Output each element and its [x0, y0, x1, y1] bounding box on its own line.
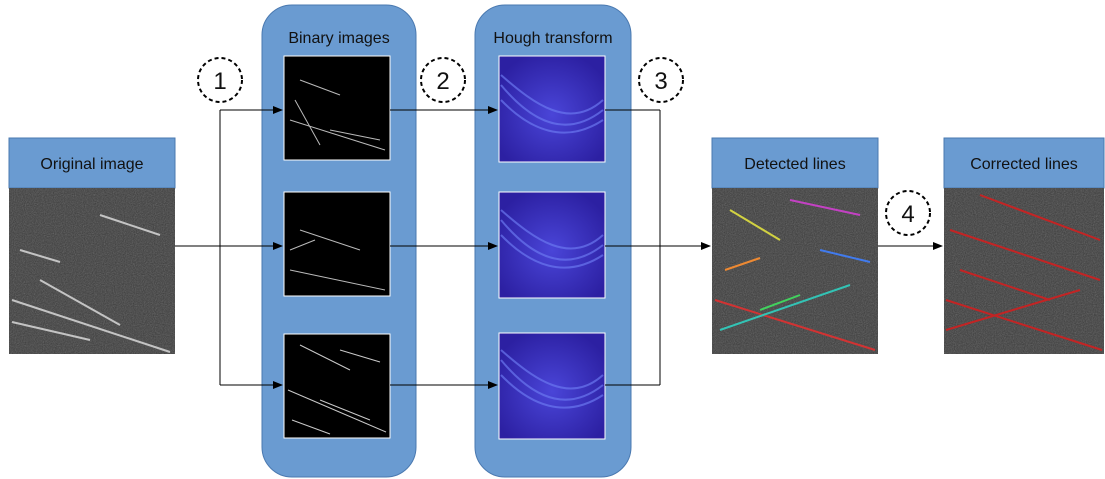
svg-text:1: 1 [213, 68, 226, 95]
hough-image-2 [498, 191, 606, 299]
original-image-block: Original image [8, 137, 176, 354]
step-2-marker: 2 [420, 57, 466, 103]
hough-image-3 [498, 332, 606, 440]
detected-lines-header [711, 137, 879, 189]
fanout-connectors [175, 106, 283, 389]
corrected-lines-header [943, 137, 1105, 189]
detected-lines-block: Detected lines [711, 137, 879, 354]
hough-image-1 [498, 55, 606, 163]
hough-merge-connectors [605, 109, 711, 386]
original-image-label: Original image [40, 156, 143, 173]
svg-text:3: 3 [654, 68, 667, 95]
binary-image-1 [283, 55, 391, 161]
binary-image-2 [283, 191, 391, 297]
step-3-marker: 3 [638, 57, 684, 103]
binary-images-title: Binary images [288, 30, 389, 47]
step-1-marker: 1 [197, 57, 243, 103]
step-4-marker: 4 [885, 190, 931, 236]
corrected-lines-label: Corrected lines [970, 156, 1078, 173]
binary-to-hough-connectors [390, 106, 498, 389]
binary-image-3 [283, 333, 391, 439]
svg-text:4: 4 [901, 201, 914, 228]
detected-lines-label: Detected lines [744, 156, 845, 173]
svg-text:2: 2 [436, 68, 449, 95]
hough-transform-title: Hough transform [493, 30, 612, 47]
corrected-lines-block: Corrected lines [943, 137, 1105, 354]
